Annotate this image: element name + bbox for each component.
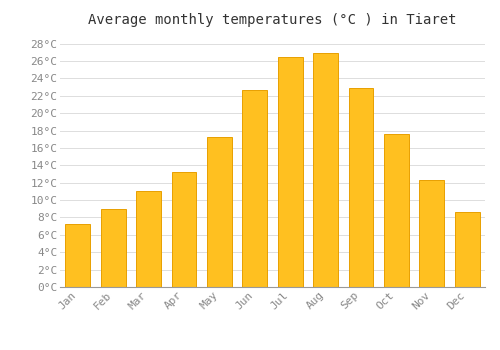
- Bar: [100, 209, 126, 287]
- Bar: [313, 53, 338, 287]
- Bar: [136, 191, 161, 287]
- Bar: [455, 212, 479, 287]
- Bar: [172, 172, 196, 287]
- Bar: [207, 136, 232, 287]
- Bar: [348, 88, 374, 287]
- Bar: [420, 180, 444, 287]
- Bar: [242, 90, 267, 287]
- Bar: [384, 134, 409, 287]
- Bar: [278, 57, 302, 287]
- Bar: [66, 224, 90, 287]
- Title: Average monthly temperatures (°C ) in Tiaret: Average monthly temperatures (°C ) in Ti…: [88, 13, 457, 27]
